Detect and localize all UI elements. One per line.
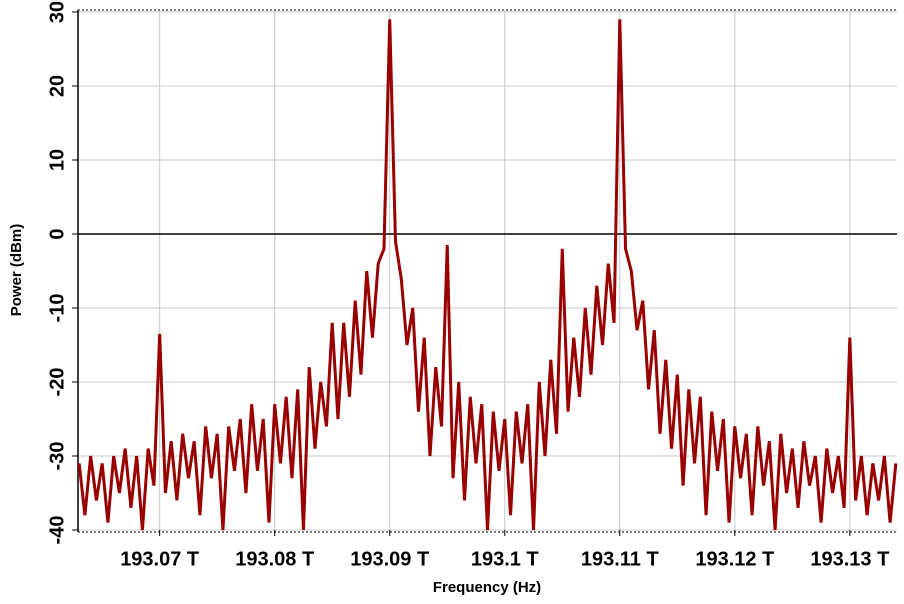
x-tick-label: 193.13 T xyxy=(810,548,889,570)
y-tick-label: -20 xyxy=(46,368,68,397)
x-tick-label: 193.1 T xyxy=(471,548,539,570)
y-tick-label: 30 xyxy=(46,1,68,23)
spectrum-line xyxy=(77,19,898,531)
y-tick-label: -40 xyxy=(46,516,68,545)
x-axis-title: Frequency (Hz) xyxy=(433,579,541,596)
y-tick-label: -30 xyxy=(46,442,68,471)
x-tick-label: 193.07 T xyxy=(120,548,199,570)
series-group xyxy=(77,19,898,531)
x-tick-label: 193.12 T xyxy=(695,548,774,570)
y-tick-label: 20 xyxy=(46,75,68,97)
x-tick-label: 193.11 T xyxy=(581,548,659,570)
y-axis-title: Power (dBm) xyxy=(8,224,25,317)
y-tick-label: -10 xyxy=(46,294,68,323)
x-tick-label: 193.09 T xyxy=(350,548,429,570)
y-tick-label: 0 xyxy=(46,228,68,239)
y-tick-label: 10 xyxy=(46,149,68,171)
x-tick-label: 193.08 T xyxy=(235,548,314,570)
